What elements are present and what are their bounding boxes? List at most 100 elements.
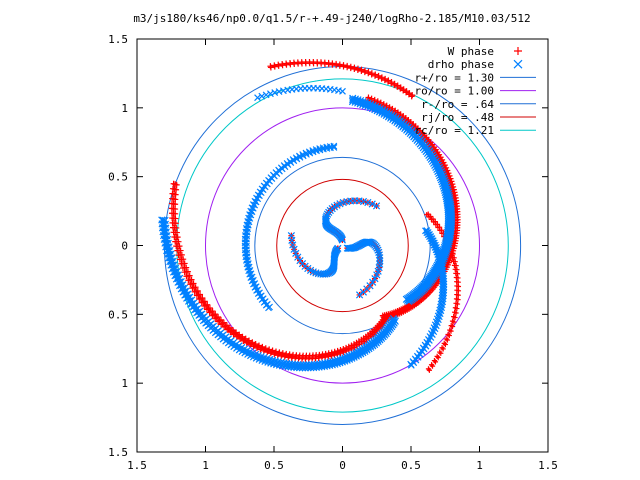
w-phase-point [228, 328, 235, 335]
w-phase-point [174, 247, 181, 254]
w-phase-point [394, 82, 401, 89]
w-phase-point [455, 297, 461, 303]
w-phase-point [230, 331, 237, 338]
w-phase-point [196, 296, 203, 303]
w-phase-point [222, 323, 229, 330]
w-phase-point [193, 292, 200, 299]
w-phase-point [191, 288, 198, 295]
w-phase-point [430, 216, 436, 222]
w-phase-point [238, 334, 245, 341]
w-phase-point [325, 353, 332, 360]
w-phase-point [452, 314, 458, 321]
w-phase-point [225, 325, 232, 332]
drho-phase-point [391, 317, 399, 325]
w-phase-point [455, 288, 462, 294]
legend-label: r+/ro = 1.30 [415, 71, 494, 84]
w-phase-point [344, 62, 351, 69]
y-tick-label: 1.5 [108, 446, 128, 459]
drho-phase-point [286, 158, 294, 165]
w-phase-point [178, 260, 185, 267]
w-phase-point [170, 180, 177, 187]
circle-rj-ro [276, 178, 409, 313]
drho-phase-point [292, 249, 300, 258]
w-phase-point [449, 323, 456, 330]
drho-phase-point [254, 94, 261, 102]
w-phase-point [375, 72, 382, 79]
legend-label: r-/ro = .64 [421, 98, 494, 111]
w-phase-point [454, 305, 460, 312]
w-phase-point [227, 329, 234, 336]
x-tick-label: 0.5 [401, 459, 421, 472]
w-phase-point [446, 332, 452, 339]
drho-phase-point [294, 253, 302, 261]
w-phase-point [176, 256, 183, 263]
w-phase-point [231, 330, 238, 337]
w-phase-point [454, 267, 460, 273]
axis-ticks: 1.5 1 0.5 0 0.5 1 1.51.510.500.511.5 [108, 33, 558, 472]
drho-phase-point [373, 271, 381, 279]
y-tick-label: 1.5 [108, 33, 128, 46]
drho-phase-point [339, 87, 346, 95]
y-tick-label: 0.5 [108, 308, 128, 321]
w-phase-point [237, 335, 244, 342]
w-phase-point [235, 332, 242, 339]
w-phase-point [218, 321, 225, 328]
legend-swatch [514, 47, 522, 55]
y-tick-label: 0.5 [108, 171, 128, 184]
w-phase-point [448, 328, 454, 334]
w-phase-point [435, 355, 441, 361]
x-tick-label: 1.5 [127, 459, 147, 472]
w-phase-point [388, 79, 395, 86]
w-phase-point [170, 224, 177, 231]
w-phase-point [274, 352, 281, 359]
w-phase-point [425, 211, 431, 217]
drho-phase-point [372, 202, 381, 210]
w-phase-point [281, 353, 288, 360]
w-phase-point [444, 337, 451, 343]
circle-ro-ro [205, 107, 480, 384]
w-phase-point [336, 61, 343, 68]
w-phase-point [358, 66, 365, 73]
w-phase-point [203, 306, 210, 313]
w-phase-point [453, 310, 459, 316]
drho-phase-point [359, 288, 368, 296]
w-phase-point [183, 273, 190, 280]
x-tick-label: 0 [339, 459, 346, 472]
x-tick-label: 0.5 [264, 459, 284, 472]
w-phase-point [240, 337, 247, 344]
w-phase-point [189, 285, 196, 292]
w-phase-point [171, 233, 178, 240]
w-phase-point [209, 312, 216, 319]
w-phase-point [429, 363, 436, 369]
w-phase-point [438, 350, 444, 356]
w-phase-point [454, 301, 461, 307]
w-phase-point [275, 61, 282, 68]
legend-label: ro/ro = 1.00 [415, 85, 494, 98]
w-phase-point [181, 269, 188, 276]
w-phase-point [449, 181, 456, 188]
drho-phase-point [368, 200, 376, 208]
w-phase-point [243, 339, 250, 346]
w-phase-point [428, 213, 434, 220]
w-phase-point [452, 259, 458, 265]
x-tick-label: 1 [476, 459, 483, 472]
w-phase-point [432, 359, 439, 365]
w-phase-point [328, 352, 335, 359]
w-phase-point [391, 80, 398, 87]
w-phase-point [175, 252, 182, 259]
w-phase-point [382, 75, 389, 82]
drho-phase-point [349, 244, 358, 252]
w-phase-point [385, 77, 392, 84]
w-phase-point [351, 64, 358, 71]
w-phase-point [351, 344, 358, 351]
w-phase-point [337, 350, 344, 357]
legend-label: rj/ro = .48 [421, 111, 494, 124]
w-phase-point [365, 68, 372, 75]
w-phase-point [278, 353, 285, 360]
w-phase-point [212, 315, 219, 322]
w-phase-point [340, 349, 347, 356]
w-phase-point [241, 336, 248, 343]
drho-phase-point [375, 248, 383, 257]
drho-phase-point [290, 245, 298, 253]
